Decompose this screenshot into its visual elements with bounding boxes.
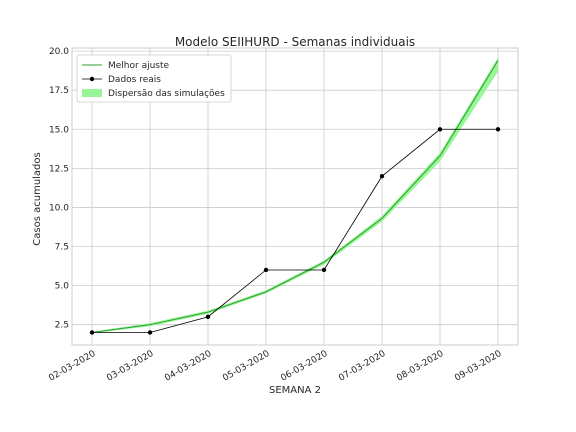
real-data-point (495, 127, 501, 132)
real-data-point (147, 330, 153, 335)
legend-swatch-band (82, 89, 102, 97)
grid (72, 48, 518, 345)
legend-marker-real-data (89, 76, 95, 82)
real-data-point (89, 330, 95, 335)
real-data-point (205, 314, 211, 320)
x-axis-label: SEMANA 2 (269, 385, 321, 396)
y-tick-label: 5.0 (55, 282, 70, 292)
y-tick-label: 2.5 (55, 321, 69, 331)
real-data-point (263, 267, 269, 273)
y-tick-label: 15.0 (49, 125, 69, 135)
legend-label: Dados reais (108, 75, 161, 85)
y-tick-label: 20.0 (49, 47, 69, 57)
legend: Melhor ajuste Dados reais Dispersão das si… (76, 54, 232, 103)
y-tick-label: 17.5 (49, 86, 69, 96)
best-fit-line (91, 60, 499, 333)
legend-label: Dispersão das simulações (108, 89, 225, 99)
simulation-band (92, 57, 498, 334)
legend-box (76, 54, 232, 103)
chart-title: Modelo SEIIHURD - Semanas individuais (175, 35, 415, 49)
y-tick-label: 12.5 (49, 164, 69, 174)
series-layer (89, 60, 501, 335)
real-data-point (379, 173, 385, 179)
real-data-point (321, 267, 327, 273)
y-tick-label: 10.0 (49, 203, 69, 213)
real-data-line (92, 128, 498, 333)
legend-label: Melhor ajuste (108, 61, 170, 71)
y-tick-labels: 2.5 5.0 7.5 10.0 12.5 15.0 17.5 20.0 (49, 47, 69, 331)
y-tick-label: 7.5 (55, 243, 69, 253)
plot-frame (71, 47, 519, 346)
y-axis-label: Casos acumulados (32, 152, 43, 245)
real-data-point (437, 127, 443, 132)
simulation-band-layer (92, 57, 498, 334)
